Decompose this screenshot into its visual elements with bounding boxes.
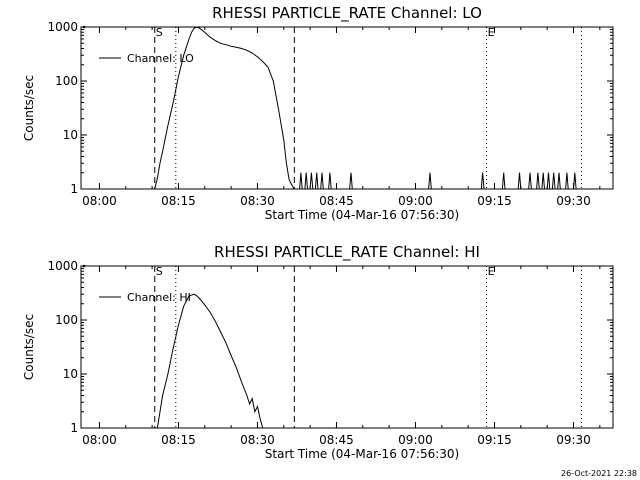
panel-hi: RHESSI PARTICLE_RATE Channel: HI 1 10 100 10… (22, 243, 614, 461)
y-tick-label: 100 (55, 313, 78, 327)
x-tick-label: 09:15 (477, 194, 512, 208)
y-tick-label: 10 (63, 367, 78, 381)
panel-lo: RHESSI PARTICLE_RATE Channel: LO 1 10 100 10… (22, 4, 614, 222)
x-tick-label: 08:45 (319, 433, 354, 447)
chart-title: RHESSI PARTICLE_RATE Channel: HI (214, 243, 480, 262)
axis-origin-dot (82, 25, 86, 29)
x-tick-label: 08:00 (82, 194, 117, 208)
y-tick-label: 1000 (47, 259, 78, 273)
x-tick-label: 08:30 (240, 194, 275, 208)
x-tick-label: 08:30 (240, 433, 275, 447)
x-axis-label: Start Time (04-Mar-16 07:56:30) (265, 208, 459, 222)
x-tick-label: 09:30 (556, 194, 591, 208)
x-tick-label: 09:15 (477, 433, 512, 447)
x-tick-label: 09:30 (556, 433, 591, 447)
legend-label: Channel: HI (127, 291, 191, 304)
x-tick-label: 08:00 (82, 433, 117, 447)
chart-title: RHESSI PARTICLE_RATE Channel: LO (212, 4, 482, 23)
y-tick-label: 100 (55, 74, 78, 88)
x-tick-label: 09:00 (398, 433, 433, 447)
y-axis-label: Counts/sec (22, 75, 36, 141)
x-tick-label: 08:45 (319, 194, 354, 208)
x-tick-label: 08:15 (161, 194, 196, 208)
series-line (156, 293, 264, 429)
y-tick-label: 1 (70, 182, 78, 196)
y-tick-label: 10 (63, 128, 78, 142)
series-line (154, 26, 577, 190)
event-marker-label: S (156, 265, 163, 278)
axis-origin-dot (82, 264, 86, 268)
plot-frame (80, 265, 614, 429)
event-marker-label: E (488, 265, 495, 278)
event-marker-label: S (156, 26, 163, 39)
footer-timestamp: 26-Oct-2021 22:38 (561, 469, 637, 478)
x-tick-label: 09:00 (398, 194, 433, 208)
y-axis-label: Counts/sec (22, 314, 36, 380)
x-tick-label: 08:15 (161, 433, 196, 447)
event-marker-label: E (488, 26, 495, 39)
x-axis-label: Start Time (04-Mar-16 07:56:30) (265, 447, 459, 461)
y-tick-label: 1000 (47, 20, 78, 34)
y-tick-label: 1 (70, 421, 78, 435)
legend-label: Channel: LO (127, 52, 194, 65)
